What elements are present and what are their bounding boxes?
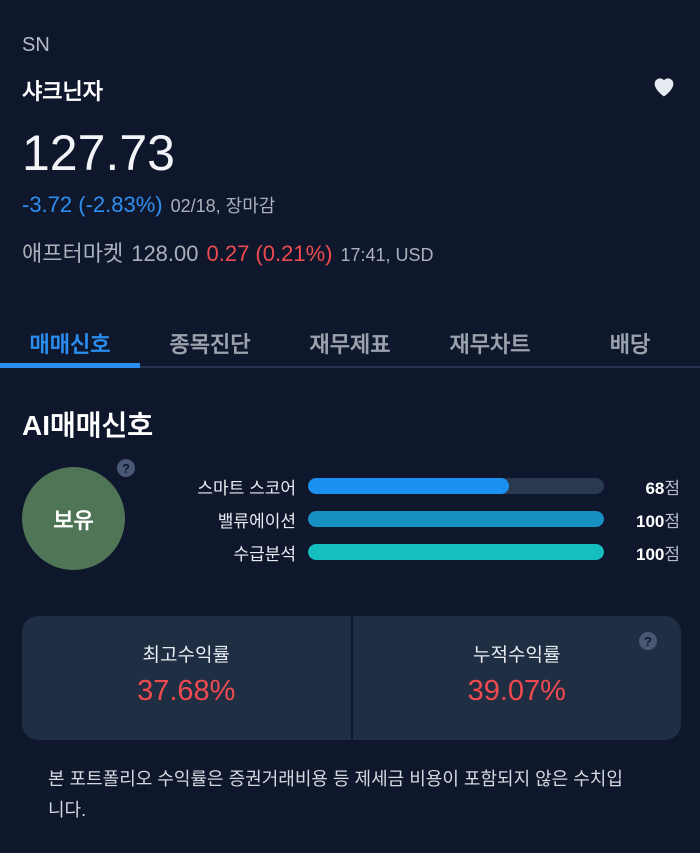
score-bar — [308, 511, 604, 527]
help-icon[interactable]: ? — [639, 632, 657, 650]
after-market-time: 17:41, USD — [340, 245, 434, 265]
current-price: 127.73 — [22, 125, 175, 181]
tab-financial-statements[interactable]: 재무제표 — [309, 332, 391, 357]
max-return: 최고수익률 37.68% — [22, 616, 351, 740]
score-unit: 점 — [664, 478, 680, 498]
tab-dividend[interactable]: 배당 — [609, 332, 651, 357]
score-row-valuation: 밸류에이션 100점 — [160, 507, 680, 531]
score-bar-fill — [308, 478, 510, 494]
price-change: -3.72 (-2.83%) — [22, 192, 163, 217]
score-bar — [308, 478, 604, 494]
after-market-price: 128.00 — [131, 241, 199, 266]
score-unit: 점 — [664, 511, 680, 531]
score-row-smart: 스마트 스코어 68점 — [160, 474, 680, 498]
cumulative-return: 누적수익률 39.07% ? — [350, 616, 682, 740]
tab-financial-charts[interactable]: 재무차트 — [449, 332, 531, 357]
score-value: 100 — [635, 544, 665, 564]
cumulative-return-value: 39.07% — [467, 675, 566, 707]
heart-icon[interactable] — [650, 72, 678, 100]
returns-card: 최고수익률 37.68% 누적수익률 39.07% ? — [22, 616, 681, 740]
score-row-supply: 수급분석 100점 — [160, 540, 680, 564]
after-market-change: 0.27 (0.21%) — [206, 241, 333, 266]
score-unit: 점 — [664, 544, 680, 564]
score-label: 수급분석 — [233, 544, 296, 564]
max-return-label: 최고수익률 — [142, 645, 230, 666]
price-change-row: -3.72 (-2.83%) 02/18, 장마감 — [22, 192, 275, 218]
date-status: 02/18, 장마감 — [170, 196, 276, 216]
tab-stock-diagnosis[interactable]: 종목진단 — [169, 332, 251, 357]
tab-trading-signal[interactable]: 매매신호 — [0, 322, 140, 368]
score-label: 밸류에이션 — [217, 511, 296, 531]
ticker-symbol: SN — [22, 34, 50, 56]
tab-bar: 매매신호 종목진단 재무제표 재무차트 배당 — [0, 322, 700, 368]
after-market-row: 애프터마켓 128.00 0.27 (0.21%) 17:41, USD — [22, 236, 434, 268]
max-return-value: 37.68% — [137, 675, 236, 707]
cumulative-return-label: 누적수익률 — [473, 645, 561, 666]
disclaimer-note: 본 포트폴리오 수익률은 증권거래비용 등 제세금 비용이 포함되지 않은 수치… — [48, 769, 623, 820]
help-icon[interactable]: ? — [117, 459, 135, 477]
signal-badge: 보유 — [22, 467, 125, 570]
section-title: AI매매신호 — [22, 410, 154, 441]
score-bar — [308, 544, 604, 560]
score-bar-fill — [308, 544, 604, 560]
score-value: 100 — [635, 511, 665, 531]
score-value: 68 — [645, 478, 665, 498]
stock-name: 샤크닌자 — [22, 79, 103, 104]
score-bar-fill — [308, 511, 604, 527]
score-label: 스마트 스코어 — [197, 478, 296, 498]
after-market-label: 애프터마켓 — [22, 241, 124, 266]
